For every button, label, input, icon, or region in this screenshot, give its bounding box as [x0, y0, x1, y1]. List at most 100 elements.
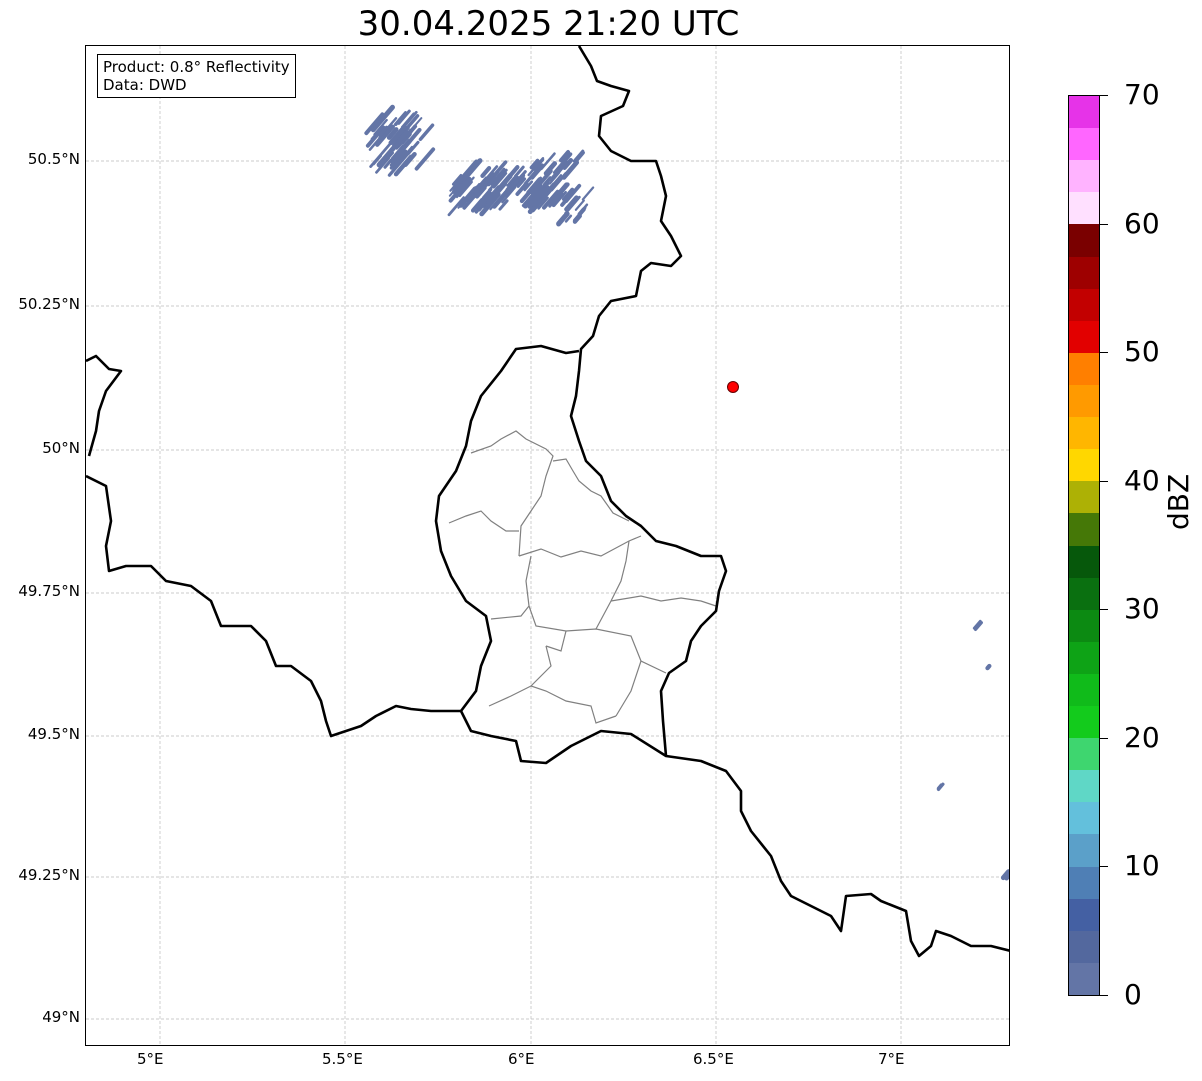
colorbar-bin	[1069, 769, 1099, 803]
radar-echo	[551, 192, 565, 208]
radar-echo	[936, 783, 943, 790]
radar-echo	[447, 196, 466, 217]
colorbar-bin	[1069, 480, 1099, 514]
radar-echo	[388, 124, 407, 146]
colorbar-bin	[1069, 673, 1099, 707]
colorbar-tick-mark	[1100, 866, 1108, 868]
radar-echo	[376, 141, 400, 168]
radar-echo	[564, 214, 573, 223]
radar-echo	[458, 180, 473, 198]
radar-echo	[481, 187, 493, 200]
radar-echo	[529, 163, 545, 180]
radar-echo	[574, 199, 585, 211]
border-be-de	[569, 46, 728, 757]
colorbar-bin	[1069, 95, 1099, 129]
colorbar	[1068, 95, 1100, 996]
radar-echo	[506, 170, 527, 194]
canton-border	[490, 555, 532, 620]
colorbar-bin	[1069, 352, 1099, 385]
colorbar-tick-label: 10	[1124, 849, 1160, 883]
radar-echo	[985, 663, 992, 671]
radar-echo	[448, 179, 469, 203]
radar-echo	[548, 171, 561, 185]
colorbar-bin	[1069, 159, 1099, 193]
radar-echo	[498, 199, 509, 211]
colorbar-bin	[1069, 127, 1099, 161]
radar-echo	[527, 187, 547, 209]
colorbar-tick-label: 70	[1124, 78, 1160, 111]
radar-echo	[396, 130, 409, 144]
radar-echo	[527, 196, 544, 215]
radar-echo	[399, 131, 412, 145]
radar-echo	[451, 173, 463, 186]
canton-border	[595, 540, 630, 630]
radar-echo	[393, 154, 414, 177]
border-be-fr-north	[86, 354, 123, 457]
colorbar-bin	[1069, 609, 1099, 642]
data-source-label: Data: DWD	[103, 76, 187, 94]
radar-echo	[394, 131, 405, 143]
lon-tick-label: 7°E	[878, 1050, 905, 1068]
colorbar-bin	[1069, 833, 1099, 867]
radar-echo	[543, 162, 555, 175]
radar-echo	[514, 165, 525, 178]
radar-echo	[556, 211, 570, 227]
colorbar-bin	[1069, 288, 1099, 321]
canton-border	[545, 630, 567, 652]
border-be-fr	[86, 474, 461, 738]
radar-echo	[542, 189, 560, 210]
colorbar-bin	[1069, 545, 1099, 578]
radar-echo	[542, 176, 553, 187]
radar-echo	[552, 152, 573, 175]
radar-echo	[972, 619, 982, 630]
canton-border	[528, 605, 667, 674]
radar-echo	[564, 195, 579, 212]
colorbar-tick-mark	[1100, 95, 1108, 96]
radar-echo	[527, 157, 545, 177]
lat-tick-label: 49.25°N	[18, 866, 80, 884]
colorbar-tick-label: 0	[1124, 978, 1142, 1011]
radar-echo	[406, 140, 420, 156]
colorbar-bin	[1069, 930, 1099, 963]
lon-tick-label: 5.5°E	[322, 1050, 363, 1068]
canton-border	[610, 595, 717, 607]
radar-echo	[546, 174, 563, 192]
colorbar-bin	[1069, 448, 1099, 482]
border-be-lu	[434, 344, 580, 712]
radar-echo	[377, 112, 387, 123]
radar-echo	[1007, 873, 1009, 877]
radar-echo	[523, 180, 534, 192]
canton-borders	[448, 430, 717, 724]
radar-echo	[558, 149, 571, 163]
radar-echo	[414, 147, 436, 171]
colorbar-bin	[1069, 866, 1099, 899]
colorbar-bin	[1069, 898, 1099, 931]
radar-echo	[457, 159, 479, 184]
radar-echo	[516, 177, 527, 188]
colorbar-bin	[1069, 577, 1099, 610]
radar-echo	[550, 172, 568, 192]
colorbar-label: dBZ	[1162, 473, 1195, 530]
radar-echo	[418, 123, 435, 142]
radar-echo	[478, 202, 487, 212]
radar-echo	[482, 165, 499, 184]
canton-border	[529, 645, 617, 724]
lat-tick-label: 49.75°N	[18, 582, 80, 600]
radar-echo	[389, 138, 412, 164]
radar-echo	[485, 185, 505, 208]
radar-echo	[480, 166, 492, 178]
radar-echo	[394, 111, 408, 127]
radar-echo	[562, 193, 573, 205]
colorbar-tick-label: 40	[1124, 463, 1160, 497]
map-area[interactable]	[85, 45, 1010, 1046]
lon-tick-label: 6.5°E	[693, 1050, 734, 1068]
radar-echo	[581, 186, 595, 201]
canton-border	[448, 510, 519, 532]
radar-echo	[455, 176, 475, 199]
radar-echo	[490, 185, 502, 197]
graticule	[86, 46, 1009, 1045]
radar-echo	[492, 187, 511, 209]
radar-echo	[473, 182, 485, 194]
radar-echo	[529, 158, 540, 170]
canton-border	[488, 685, 532, 707]
